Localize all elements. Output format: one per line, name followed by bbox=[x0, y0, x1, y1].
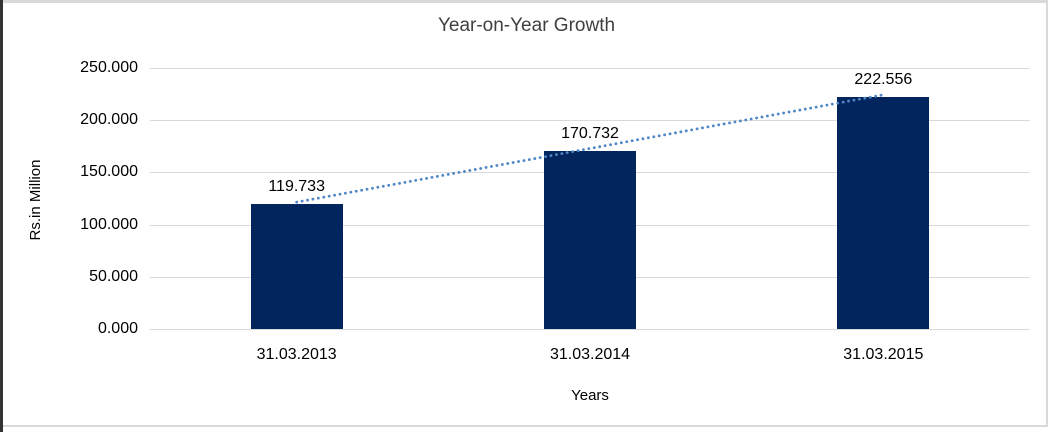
y-tick-label: 200.000 bbox=[80, 111, 138, 129]
x-axis-label: Years bbox=[571, 387, 609, 404]
bar-31.03.2015 bbox=[837, 96, 930, 329]
y-axis-label: Rs.in Million bbox=[27, 159, 44, 241]
value-label: 119.733 bbox=[268, 177, 325, 195]
plot-area: 119.733 170.732 222.556 bbox=[150, 68, 1030, 330]
left-border bbox=[0, 0, 3, 432]
value-label: 222.556 bbox=[854, 70, 913, 88]
bar-31.03.2014 bbox=[544, 150, 636, 329]
y-tick-label: 150.000 bbox=[80, 163, 138, 181]
chart-title: Year-on-Year Growth bbox=[437, 15, 616, 36]
x-tick-label: 31.03.2013 bbox=[256, 346, 337, 363]
y-tick-label: 50.000 bbox=[89, 267, 138, 285]
y-tick-label: 100.000 bbox=[80, 215, 138, 233]
trendline bbox=[295, 93, 885, 204]
value-label: 170.732 bbox=[561, 124, 619, 142]
y-tick-label: 0.000 bbox=[97, 320, 138, 337]
x-tick-label: 31.03.2015 bbox=[843, 346, 924, 363]
x-tick-label: 31.03.2014 bbox=[549, 346, 631, 363]
gridline bbox=[150, 120, 1030, 122]
gridline bbox=[150, 68, 1030, 69]
gridline bbox=[150, 329, 1030, 330]
bar-31.03.2013 bbox=[250, 203, 343, 329]
y-tick-label: 250.000 bbox=[80, 59, 138, 76]
